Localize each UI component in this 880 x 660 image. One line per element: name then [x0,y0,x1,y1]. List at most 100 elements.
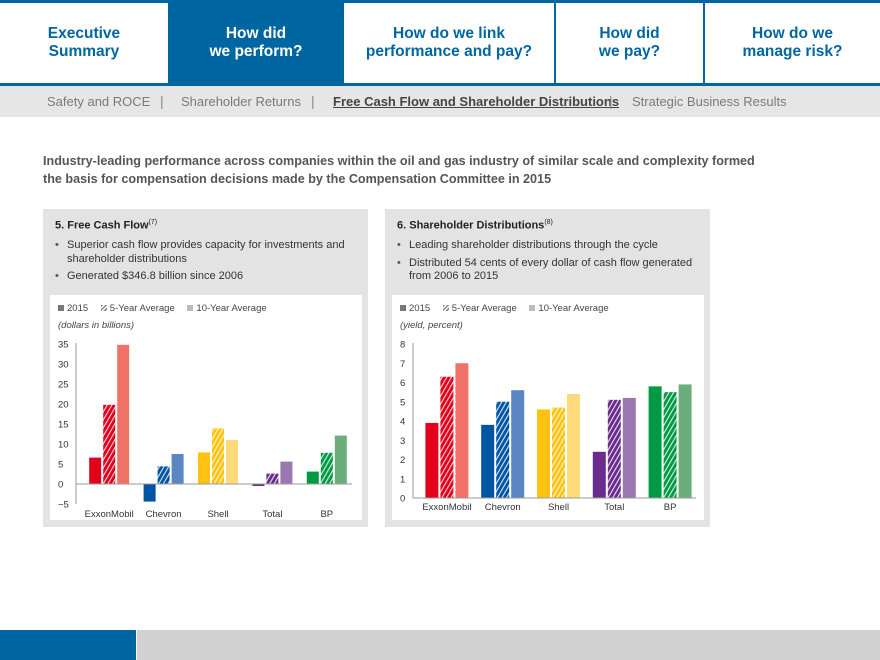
y-tick-label: 20 [58,400,69,411]
chart-legend: 2015 5-Year Average 10-Year Average [400,303,619,314]
footnote-ref[interactable]: (8) [544,219,553,226]
y-axis-unit-label: (yield, percent) [400,320,463,331]
tab-label-line1: How did [225,25,287,42]
x-tick-label: Shell [207,509,228,520]
bar-exxonmobil-5yr-avg [440,376,454,498]
bullet-item: Generated $346.8 billion since 2006 [55,270,355,284]
y-tick-label: 5 [58,460,63,471]
bar-bp-5yr-avg [663,392,677,498]
bar-chevron-2015 [481,424,495,498]
bar-chevron-10yr-avg [171,454,184,484]
panel-bullets: Leading shareholder distributions throug… [397,239,697,288]
y-tick-label: 15 [58,420,69,431]
tab-label-line2: performance and pay? [365,43,533,60]
tab-label-line2: we pay? [598,43,661,60]
bar-shell-2015 [537,409,550,498]
tab-how-did-we-perform[interactable]: How did we perform? [169,3,343,83]
y-tick-label: 30 [58,360,69,371]
tab-executive-summary[interactable]: Executive Summary [0,3,168,83]
bar-chevron-5yr-avg [496,401,510,498]
subnav-free-cash-flow[interactable]: Free Cash Flow and Shareholder Distribut… [333,94,620,109]
tab-label-line2: manage risk? [742,43,843,60]
y-axis-unit-label: (dollars in billions) [58,320,135,331]
legend-item-5yr: 5-Year Average [442,303,517,314]
bar-total-5yr-avg [266,473,279,484]
legend-item-2015: 2015 [400,303,430,314]
intro-statement: Industry-leading performance across comp… [43,154,755,186]
bar-shell-5yr-avg [212,428,224,484]
bar-bp-2015 [648,386,662,498]
x-tick-label: Total [604,502,624,513]
bar-shell-10yr-avg [567,394,580,498]
y-tick-label: 25 [58,380,69,391]
y-tick-label: 3 [400,436,405,447]
bar-chevron-5yr-avg [157,466,170,484]
subnav-safety-and-roce[interactable]: Safety and ROCE [47,94,151,109]
tab-label-line1: Executive [47,25,121,42]
x-tick-label: Shell [548,502,569,513]
tab-manage-risk[interactable]: How do we manage risk? [705,3,880,83]
subnav-shareholder-returns[interactable]: Shareholder Returns [181,94,301,109]
y-tick-label: 6 [400,378,405,389]
shareholder-distributions-bar-chart: 8 7 6 5 4 3 2 1 0 ExxonMobil Chevron Shell Total BP [400,340,696,513]
footnote-ref[interactable]: (7) [148,219,158,226]
tab-how-did-we-pay[interactable]: How did we pay? [556,3,703,83]
legend-swatch-light [187,305,194,311]
panel-bullets: Superior cash flow provides capacity for… [55,239,355,288]
x-tick-label: ExxonMobil [422,502,471,513]
bar-exxonmobil-10yr-avg [117,344,130,484]
bar-total-2015 [592,451,606,498]
footer-accent-bar [0,630,136,660]
shareholder-distributions-chart: 2015 5-Year Average 10-Year Average (yie… [392,295,704,520]
tab-label-line1: How do we [752,25,833,42]
subnav-separator: | [609,93,613,109]
panel-title-text: 5. Free Cash Flow [55,219,149,232]
subnav-strategic-business-results[interactable]: Strategic Business Results [632,94,787,109]
bar-bp-10yr-avg [334,435,347,484]
legend-item-10yr: 10-Year Average [187,303,267,314]
legend-swatch-hatched [442,305,449,311]
footer-bar [137,630,880,660]
bullet-item: Leading shareholder distributions throug… [397,239,697,253]
panel-title: 6. Shareholder Distributions(8) [397,219,553,232]
bar-chevron-10yr-avg [511,390,525,498]
legend-label: 10-Year Average [538,303,609,314]
bar-total-10yr-avg [622,397,636,498]
bar-bp-10yr-avg [678,384,692,498]
y-tick-label: 4 [400,417,405,428]
legend-label: 2015 [67,303,89,314]
free-cash-flow-chart: 2015 5-Year Average 10-Year Average (dol… [50,295,362,520]
top-navigation: Executive Summary How did we perform? How … [0,0,880,86]
legend-label: 5-Year Average [451,303,517,314]
y-tick-label: 2 [400,455,405,466]
y-tick-label: 5 [400,397,405,408]
x-tick-label: ExxonMobil [85,509,134,520]
legend-swatch-light [529,305,536,311]
y-tick-label: 0 [400,494,405,505]
x-tick-label: BP [664,502,677,513]
legend-item-10yr: 10-Year Average [529,303,609,314]
bar-exxonmobil-5yr-avg [103,404,116,484]
tab-link-performance-and-pay[interactable]: How do we link performance and pay? [344,3,554,83]
panel-title-text: 6. Shareholder Distributions [397,219,545,232]
subnav-separator: | [311,93,315,109]
bar-exxonmobil-2015 [89,457,102,484]
legend-label: 2015 [409,303,431,314]
x-tick-label: Chevron [146,509,182,520]
legend-swatch-solid [58,305,64,311]
bar-bp-5yr-avg [320,452,333,484]
y-tick-label: 0 [58,480,63,491]
legend-label: 5-Year Average [109,303,175,314]
x-tick-label: Total [262,509,282,520]
legend-item-5yr: 5-Year Average [100,303,175,314]
y-tick-label: 8 [400,340,405,351]
bullet-item: Distributed 54 cents of every dollar of … [397,257,697,284]
bar-chevron-2015 [143,484,156,502]
free-cash-flow-bar-chart: 35 30 25 20 15 10 5 0 −5 ExxonMobil Chevron Shell To… [58,340,352,520]
bar-total-5yr-avg [607,399,621,498]
tab-label-line2: we perform? [209,43,303,60]
sub-navigation: Safety and ROCE | Shareholder Returns | … [0,86,880,117]
panel-title: 5. Free Cash Flow(7) [55,219,157,232]
legend-label: 10-Year Average [196,303,267,314]
bullet-item: Superior cash flow provides capacity for… [55,239,355,266]
